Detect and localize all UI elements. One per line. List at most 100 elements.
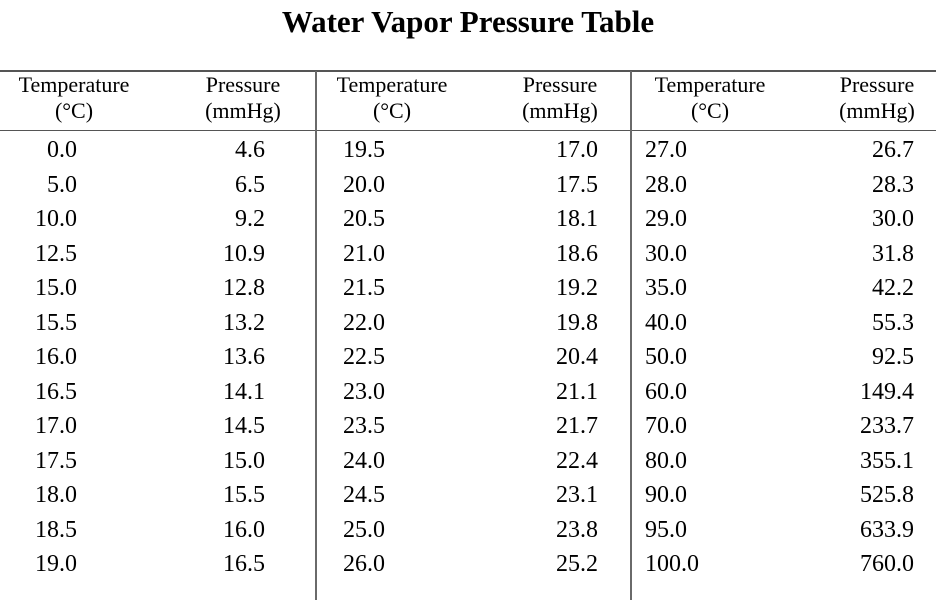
pressure-cell: 525.8 xyxy=(860,482,914,508)
temperature-cell: 29.0 xyxy=(645,206,687,232)
pressure-column: 17.0 17.5 18.1 18.6 19.2 19.8 20.4 21.1 21.7 22.4… xyxy=(480,133,598,582)
temperature-cell: 35.0 xyxy=(645,275,687,301)
temperature-cell: 25.0 xyxy=(343,516,385,543)
column-divider xyxy=(315,71,317,600)
pressure-cell: 4.6 xyxy=(235,137,265,163)
temperature-cell: 26.0 xyxy=(343,551,385,577)
pressure-cell: 15.5 xyxy=(223,482,265,508)
pressure-cell: 14.1 xyxy=(223,378,265,405)
temperature-cell: 22.0 xyxy=(343,309,385,336)
pressure-cell: 19.2 xyxy=(556,275,598,301)
temperature-cell: 15.0 xyxy=(35,275,77,301)
pressure-cell: 760.0 xyxy=(860,551,914,577)
temperature-header-label: Temperature xyxy=(336,72,448,97)
temperature-cell: 40.0 xyxy=(645,309,687,336)
temperature-cell: 28.0 xyxy=(645,171,687,198)
pressure-cell: 21.1 xyxy=(556,378,598,405)
pressure-header: Pressure (mmHg) xyxy=(188,72,298,124)
temperature-header: Temperature (°C) xyxy=(640,72,780,124)
temperature-cell: 15.5 xyxy=(35,309,77,336)
pressure-cell: 26.7 xyxy=(872,137,914,163)
temperature-cell: 80.0 xyxy=(645,447,687,474)
pressure-cell: 16.5 xyxy=(223,551,265,577)
pressure-header: Pressure (mmHg) xyxy=(505,72,615,124)
temperature-cell: 22.5 xyxy=(343,344,385,370)
temperature-cell: 19.5 xyxy=(343,137,385,163)
pressure-cell: 15.0 xyxy=(223,447,265,474)
temperature-cell: 0.0 xyxy=(47,137,77,163)
pressure-cell: 17.0 xyxy=(556,137,598,163)
pressure-cell: 17.5 xyxy=(556,171,598,198)
temperature-cell: 24.0 xyxy=(343,447,385,474)
pressure-header-label: Pressure xyxy=(205,72,281,97)
temperature-cell: 50.0 xyxy=(645,344,687,370)
temperature-cell: 19.0 xyxy=(35,551,77,577)
pressure-header-unit: (mmHg) xyxy=(522,98,598,123)
pressure-cell: 25.2 xyxy=(556,551,598,577)
temperature-cell: 21.0 xyxy=(343,240,385,267)
pressure-cell: 16.0 xyxy=(223,516,265,543)
pressure-cell: 18.1 xyxy=(556,206,598,232)
temperature-header: Temperature (°C) xyxy=(322,72,462,124)
pressure-cell: 149.4 xyxy=(860,378,914,405)
temperature-cell: 10.0 xyxy=(35,206,77,232)
pressure-header-label: Pressure xyxy=(839,72,915,97)
page-title: Water Vapor Pressure Table xyxy=(281,4,655,39)
column-divider xyxy=(630,71,632,600)
temperature-cell: 100.0 xyxy=(645,551,699,577)
temperature-column: 0.0 5.0 10.0 12.5 15.0 15.5 16.0 16.5 17.0 17.5 18… xyxy=(0,133,77,582)
temperature-cell: 12.5 xyxy=(35,240,77,267)
table-top-rule xyxy=(0,70,936,72)
temperature-cell: 90.0 xyxy=(645,482,687,508)
temperature-header-unit: (°C) xyxy=(690,98,730,123)
pressure-cell: 20.4 xyxy=(556,344,598,370)
pressure-cell: 23.8 xyxy=(556,516,598,543)
temperature-cell: 17.5 xyxy=(35,447,77,474)
pressure-cell: 31.8 xyxy=(872,240,914,267)
temperature-header-unit: (°C) xyxy=(372,98,412,123)
temperature-header-label: Temperature xyxy=(654,72,766,97)
pressure-cell: 10.9 xyxy=(223,240,265,267)
pressure-cell: 12.8 xyxy=(223,275,265,301)
temperature-cell: 23.5 xyxy=(343,413,385,439)
pressure-cell: 6.5 xyxy=(235,171,265,198)
temperature-cell: 18.0 xyxy=(35,482,77,508)
temperature-cell: 95.0 xyxy=(645,516,687,543)
pressure-cell: 13.2 xyxy=(223,309,265,336)
header-bottom-rule xyxy=(0,130,936,131)
temperature-cell: 17.0 xyxy=(35,413,77,439)
pressure-column: 26.7 28.3 30.0 31.8 42.2 55.3 92.5 149.4 233.7 35… xyxy=(790,133,914,582)
pressure-cell: 92.5 xyxy=(872,344,914,370)
pressure-header-unit: (mmHg) xyxy=(839,98,915,123)
pressure-cell: 19.8 xyxy=(556,309,598,336)
pressure-cell: 355.1 xyxy=(860,447,914,474)
temperature-column: 27.0 28.0 29.0 30.0 35.0 40.0 50.0 60.0 70.0 80.0… xyxy=(645,133,755,582)
pressure-cell: 55.3 xyxy=(872,309,914,336)
temperature-cell: 70.0 xyxy=(645,413,687,439)
pressure-cell: 30.0 xyxy=(872,206,914,232)
temperature-cell: 27.0 xyxy=(645,137,687,163)
pressure-cell: 633.9 xyxy=(860,516,914,543)
pressure-cell: 14.5 xyxy=(223,413,265,439)
temperature-cell: 21.5 xyxy=(343,275,385,301)
temperature-cell: 5.0 xyxy=(47,171,77,198)
pressure-header: Pressure (mmHg) xyxy=(822,72,932,124)
temperature-cell: 30.0 xyxy=(645,240,687,267)
pressure-cell: 28.3 xyxy=(872,171,914,198)
pressure-header-unit: (mmHg) xyxy=(205,98,281,123)
temperature-header-label: Temperature xyxy=(18,72,130,97)
pressure-header-label: Pressure xyxy=(522,72,598,97)
temperature-cell: 23.0 xyxy=(343,378,385,405)
pressure-column: 4.6 6.5 9.2 10.9 12.8 13.2 13.6 14.1 14.5 15.0 15.… xyxy=(150,133,265,582)
pressure-cell: 9.2 xyxy=(235,206,265,232)
temperature-cell: 18.5 xyxy=(35,516,77,543)
temperature-cell: 60.0 xyxy=(645,378,687,405)
temperature-cell: 20.5 xyxy=(343,206,385,232)
temperature-cell: 16.0 xyxy=(35,344,77,370)
temperature-cell: 16.5 xyxy=(35,378,77,405)
pressure-cell: 42.2 xyxy=(872,275,914,301)
pressure-cell: 21.7 xyxy=(556,413,598,439)
temperature-column: 19.5 20.0 20.5 21.0 21.5 22.0 22.5 23.0 23.5 24.0… xyxy=(343,133,453,582)
temperature-cell: 24.5 xyxy=(343,482,385,508)
pressure-cell: 233.7 xyxy=(860,413,914,439)
